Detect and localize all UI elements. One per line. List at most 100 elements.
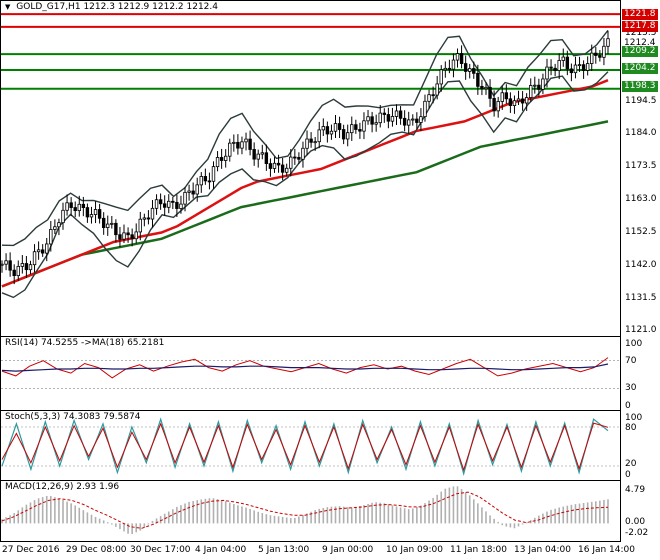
candle-body (36, 249, 41, 253)
candle-body (439, 69, 443, 85)
candle-body (443, 67, 448, 71)
macd-axis-label: 4.79 (625, 485, 646, 495)
candle-body (520, 98, 525, 104)
candle-body (179, 203, 183, 209)
price-axis-label: 1131.5 (625, 293, 657, 303)
candle-body (142, 217, 147, 220)
candle-body (488, 86, 492, 99)
candle-body (280, 164, 285, 173)
candle-body (20, 263, 25, 267)
candle-body (134, 231, 138, 240)
candle-body (504, 92, 509, 100)
macd-axis-label: 0.00 (625, 517, 646, 527)
candle-body (191, 190, 195, 195)
candle-body (187, 190, 191, 193)
time-axis-label: 9 Jan 00:00 (322, 545, 374, 555)
candle-body (590, 52, 594, 64)
candle-body (223, 155, 228, 161)
candle-body (549, 66, 553, 69)
candle-body (264, 152, 269, 164)
macd-plot (1, 486, 609, 535)
candle-body (122, 232, 126, 240)
candle-body (219, 157, 224, 161)
candle-body (162, 203, 167, 208)
candle-body (297, 156, 301, 160)
price-axis-label: 1173.5 (625, 161, 657, 171)
rsi-plot (1, 357, 621, 389)
ma-slow-line (1, 120, 609, 288)
candle-body (468, 68, 472, 72)
candle-body (65, 202, 69, 211)
stoch-label: Stoch(5,3,3) 74.3083 79.5874 (5, 412, 141, 422)
price-pane[interactable]: ▼ GOLD_G17,H1 1212.3 1212.9 1212.2 1212.… (0, 0, 621, 337)
candle-body (101, 217, 106, 229)
candle-body (411, 118, 415, 121)
candle-body (472, 68, 476, 74)
support-tag: 1198.3 (622, 81, 658, 92)
macd-pane[interactable]: MACD(12,26,9) 2.93 1.96 (0, 480, 621, 542)
candle-body (447, 67, 452, 70)
candle-body (40, 249, 45, 254)
candle-body (354, 124, 358, 130)
price-axis-label: 1121.0 (625, 325, 657, 335)
candle-body (313, 141, 317, 144)
rsi-axis-label: 0 (625, 401, 631, 411)
candle-body (553, 67, 557, 71)
candle-body (268, 163, 273, 169)
candle-body (346, 132, 350, 140)
candle-body (158, 199, 163, 205)
time-axis-label: 11 Jan 18:00 (450, 545, 507, 555)
collapse-caret-icon[interactable]: ▼ (5, 3, 11, 11)
time-axis-label: 30 Dec 17:00 (130, 545, 191, 555)
candle-body (459, 53, 464, 64)
candle-body (93, 209, 98, 215)
candle-body (541, 78, 545, 90)
candle-body (77, 203, 81, 212)
stoch-axis-label: 20 (625, 459, 637, 469)
candle-body (154, 199, 159, 209)
candle-body (317, 129, 321, 143)
candle-body (370, 116, 374, 125)
candle-body (386, 114, 391, 122)
candle-body (533, 84, 537, 87)
candle-body (28, 264, 33, 271)
candle-body (451, 59, 456, 70)
price-axis-label: 1163.0 (625, 194, 657, 204)
candle-body (557, 60, 561, 71)
candle-body (49, 229, 53, 245)
candle-body (337, 123, 342, 130)
price-axis-label: 1194.5 (625, 96, 657, 106)
candle-body (252, 149, 256, 160)
candle-body (244, 138, 248, 143)
candle-body (512, 100, 517, 106)
rsi-axis-label: 30 (625, 383, 637, 393)
candle-body (240, 141, 244, 149)
macd-axis-label: -2.02 (625, 528, 649, 538)
candle-body (207, 180, 212, 183)
candle-body (382, 112, 387, 115)
stoch-axis-label: 100 (625, 413, 643, 423)
candle-body (455, 53, 460, 61)
time-axis-label: 5 Jan 13:00 (258, 545, 310, 555)
candle-body (500, 92, 504, 102)
candle-body (260, 152, 264, 155)
candle-body (276, 162, 281, 166)
candle-body (167, 200, 171, 208)
stoch-k-line (1, 417, 609, 477)
stoch-pane[interactable]: Stoch(5,3,3) 74.3083 79.5874 (0, 410, 621, 481)
candle-body (85, 207, 90, 218)
candle-body (16, 265, 20, 277)
macd-label: MACD(12,26,9) 2.93 1.96 (5, 482, 120, 492)
candle-body (537, 84, 541, 90)
candle-body (228, 142, 232, 157)
rsi-pane[interactable]: RSI(14) 74.5255 ->MA(18) 65.2181 (0, 336, 621, 411)
candle-body (114, 222, 118, 236)
candle-body (183, 191, 187, 205)
candle-body (476, 72, 480, 87)
candle-body (32, 251, 37, 266)
time-axis-label: 13 Jan 04:00 (514, 545, 571, 555)
rsi-label: RSI(14) 74.5255 ->MA(18) 65.2181 (5, 338, 165, 348)
candle-body (524, 97, 529, 104)
candle-body (341, 129, 346, 140)
candle-body (8, 260, 12, 271)
